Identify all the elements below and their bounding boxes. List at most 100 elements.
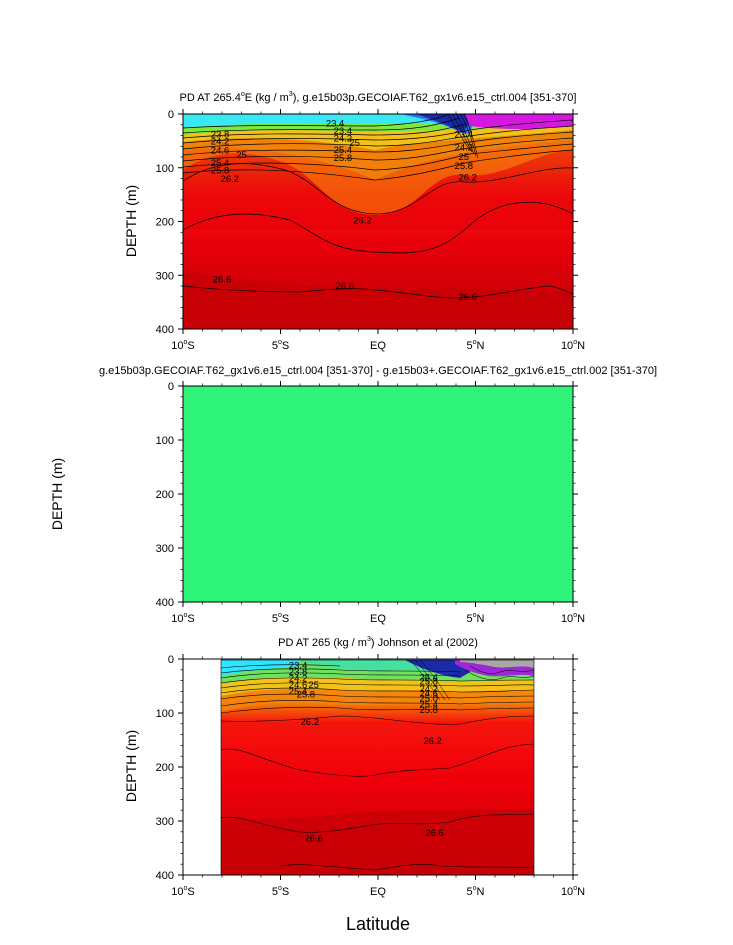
y-tick-label: 100 (156, 708, 174, 720)
contour-label: 25 (459, 152, 470, 163)
panel-1-contour (183, 163, 573, 215)
x-tick-label: EQ (370, 886, 386, 898)
y-tick-label: 0 (168, 381, 174, 393)
panel-1-contour (183, 149, 573, 181)
panel-3-navy-front (405, 660, 470, 678)
panel-3: PD AT 265 (kg / m3) Johnson et al (2002) (123, 636, 585, 898)
contour-label: 24.6 (289, 680, 308, 691)
y-tick-label: 400 (156, 870, 174, 882)
panel-1-field: 23.423.824.224.6 2525.425.826.223.424.225… (183, 114, 573, 329)
figure-xlabel: Latitude (346, 914, 410, 934)
panel-1-contours (183, 114, 573, 299)
x-tick-label: 5oN (467, 339, 485, 352)
panel-1-title: PD AT 265.4oE (kg / m3), g.e15b03p.GECOI… (180, 91, 577, 104)
panel-1-front-contour (459, 114, 477, 157)
y-tick-label: 300 (156, 543, 174, 555)
contour-label: 23.8 (289, 667, 308, 678)
panel-1-contour (183, 137, 573, 162)
panel-3-axes: 10oS 5oS EQ 5oN 10oN 0 100 200 300 400 (156, 654, 585, 898)
contour-label: 25.4 (334, 145, 353, 156)
panel-3-cyan-surface (221, 660, 300, 676)
y-tick-label: 0 (168, 654, 174, 666)
contour-label: 25.8 (297, 690, 316, 701)
contour-label: 25.8 (334, 153, 353, 164)
panel-2-axes: 10oS 5oS EQ 5oN 10oN 0 100 200 300 400 (156, 381, 585, 625)
contour-label: 26.6 (213, 275, 232, 286)
panel-3-contours (221, 664, 534, 871)
panel-1-contour (183, 201, 573, 254)
panel-1-deep-layer (183, 270, 573, 329)
y-tick-label: 200 (156, 762, 174, 774)
contour-label: 26.2 (353, 215, 372, 226)
contour-label: 25.4 (289, 686, 308, 697)
panel-3-front-contour (419, 660, 451, 701)
x-tick-label: 10oS (171, 339, 195, 352)
panel-3-contour (221, 672, 461, 679)
panel-3-contour (221, 664, 341, 669)
contour-label: 26.2 (458, 172, 477, 183)
contour-label: 23.4 (455, 129, 474, 140)
panel-3-contour (221, 677, 534, 684)
panel-1-front-contour (447, 114, 471, 151)
contour-label: 24.6 (419, 689, 438, 700)
contour-label: 25.4 (211, 158, 230, 169)
y-tick-label: 100 (156, 163, 174, 175)
panel-1-front-contour (451, 114, 473, 153)
x-tick-label: 10oN (561, 885, 585, 898)
panel-3-contour (221, 743, 534, 777)
panel-1-contour (183, 123, 466, 139)
x-tick-label: 5oS (272, 885, 289, 898)
panel-1-front-contour (463, 114, 479, 159)
panel-3-contour (279, 864, 534, 871)
panel-1-contour-labels: 23.423.824.224.6 2525.425.826.223.424.225… (211, 119, 477, 303)
contour-label: 26.2 (221, 174, 240, 185)
y-tick-label: 300 (156, 816, 174, 828)
panel-1-axes: 10oS 5oS EQ 5oN 10oN 0 100 200 300 400 (156, 109, 585, 352)
x-tick-label: 5oN (467, 885, 485, 898)
panel-3-contour (221, 687, 534, 694)
contour-label: 25 (308, 680, 319, 691)
contour-label: 25.8 (419, 705, 438, 716)
panel-1-contour (183, 125, 573, 150)
panel-3-deep-layer (221, 808, 534, 875)
x-tick-label: 5oN (467, 612, 485, 625)
panel-1-contour (183, 114, 451, 129)
contour-label: 24.2 (334, 134, 353, 145)
contour-label: 25.8 (455, 161, 474, 172)
contour-label: 26.6 (458, 292, 477, 303)
panel-1-ylabel: DEPTH (m) (123, 185, 139, 257)
panel-3-gray-surface (460, 660, 534, 668)
panel-3-ylabel: DEPTH (m) (123, 730, 139, 802)
panel-1-contour (183, 119, 573, 144)
contour-label: 25 (349, 138, 360, 149)
x-tick-label: 10oN (561, 339, 585, 352)
panel-1: PD AT 265.4oE (kg / m3), g.e15b03p.GECOI… (123, 91, 585, 352)
panel-3-contour (221, 693, 534, 700)
contour-label: 23.4 (289, 660, 308, 671)
y-tick-label: 100 (156, 435, 174, 447)
panel-3-title: PD AT 265 (kg / m3) Johnson et al (2002) (278, 636, 478, 649)
y-tick-label: 400 (156, 597, 174, 609)
contour-label: 24.2 (419, 684, 438, 695)
x-tick-label: 10oN (561, 612, 585, 625)
panel-1-front-contours (447, 114, 479, 159)
panel-3-front-contour (414, 660, 446, 701)
contour-label: 26.6 (304, 833, 323, 844)
contour-label: 26.2 (301, 717, 320, 728)
panel-1-front-contour (455, 114, 475, 155)
panel-3-front-contours (409, 660, 534, 701)
panel-3-front-contour (464, 669, 534, 680)
panel-1-cyan-surface (183, 114, 470, 128)
panel-1-contour (183, 285, 573, 299)
panel-2-field (182, 385, 574, 603)
contour-label: 26.6 (336, 281, 355, 292)
panel-3-front-contour (409, 660, 441, 701)
contour-label: 24.2 (289, 673, 308, 684)
contour-label: 25.4 (419, 672, 438, 683)
panel-1-contour (183, 143, 573, 171)
panel-3-contour (221, 813, 534, 833)
contour-label: 23.4 (334, 126, 353, 137)
panel-3-front-contour (469, 665, 534, 674)
y-tick-label: 0 (168, 109, 174, 121)
